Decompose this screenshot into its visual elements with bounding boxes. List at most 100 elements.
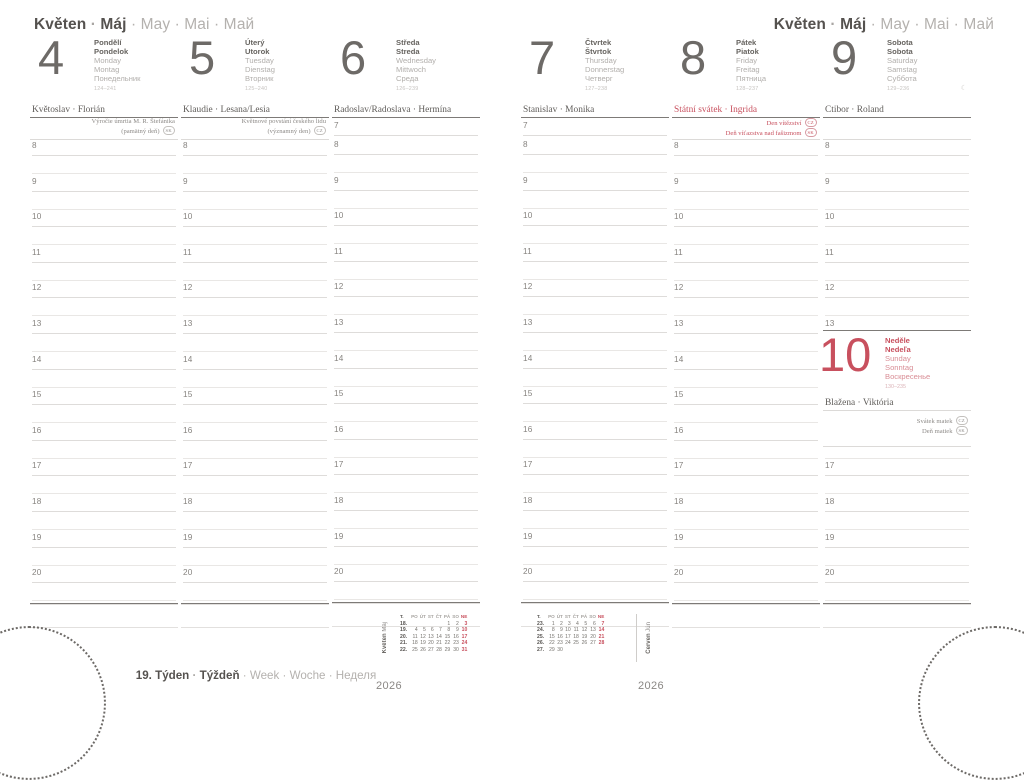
mini-day-cell[interactable]: 20	[428, 640, 434, 647]
hour-row[interactable]: 9	[332, 175, 480, 211]
mini-day-cell[interactable]: 7	[439, 627, 442, 634]
mini-day-cell[interactable]: 28	[598, 640, 605, 647]
hour-row[interactable]: 20	[823, 567, 971, 603]
mini-day-cell[interactable]: 25	[412, 646, 418, 653]
hour-row[interactable]: 16	[30, 425, 178, 461]
hour-row[interactable]: 9	[30, 176, 178, 212]
mini-day-cell[interactable]: 20	[590, 633, 596, 640]
hour-row[interactable]: 10	[30, 211, 178, 247]
hour-row[interactable]: 17	[332, 459, 480, 495]
mini-day-cell[interactable]: 1	[551, 620, 555, 627]
hour-row[interactable]: 14	[181, 354, 329, 390]
mini-day-cell[interactable]: 29	[549, 646, 555, 653]
day-column-4[interactable]: 4 Pondělí Pondelok Monday Montag Понедельник 1…	[30, 32, 178, 734]
hour-row[interactable]: 15	[30, 389, 178, 425]
hour-row[interactable]: 10	[521, 210, 669, 246]
hour-row[interactable]: 11	[672, 247, 820, 283]
mini-day-cell[interactable]: 12	[581, 627, 588, 634]
hour-row[interactable]: 20	[521, 566, 669, 602]
mini-day-cell[interactable]: 17	[565, 633, 571, 640]
hour-row[interactable]: 17	[521, 459, 669, 495]
hour-row[interactable]: 16	[521, 424, 669, 460]
mini-day-cell[interactable]: 8	[551, 627, 555, 634]
hour-row[interactable]: 13	[30, 318, 178, 354]
mini-day-cell[interactable]: 13	[590, 627, 596, 634]
mini-day-cell[interactable]	[597, 647, 605, 654]
first-hour-row[interactable]: 7	[521, 118, 669, 139]
hour-row[interactable]: 19	[521, 531, 669, 567]
hour-row[interactable]: 9	[823, 176, 971, 212]
mini-day-cell[interactable]	[564, 647, 572, 654]
hour-row[interactable]: 15	[332, 388, 480, 424]
mini-day-cell[interactable]	[419, 621, 427, 628]
hour-row[interactable]: 18	[181, 496, 329, 532]
mini-day-cell[interactable]	[580, 647, 588, 654]
day-column-7[interactable]: 7 Čtvrtek Štvrtok Thursday Donnerstag Четверг…	[521, 32, 669, 734]
hour-row[interactable]: 11	[332, 246, 480, 282]
mini-day-cell[interactable]: 24	[461, 640, 468, 647]
mini-day-cell[interactable]: 6	[430, 627, 434, 634]
hour-row[interactable]: 16	[672, 425, 820, 461]
mini-day-cell[interactable]: 11	[573, 627, 579, 634]
mini-day-cell[interactable]: 3	[567, 620, 571, 627]
mini-day-cell[interactable]: 25	[573, 640, 579, 647]
hour-row[interactable]: 19	[181, 532, 329, 568]
hour-row[interactable]: 10	[181, 211, 329, 247]
mini-day-cell[interactable]: 11	[412, 633, 418, 640]
mini-day-cell[interactable]: 4	[414, 627, 418, 634]
note-area[interactable]	[521, 601, 669, 649]
mini-day-cell[interactable]: 26	[581, 640, 588, 647]
hour-row[interactable]: 8	[521, 139, 669, 175]
day-column-8[interactable]: 8 Pátek Piatok Friday Freitag Пятница 128–237 S…	[672, 32, 820, 734]
day-column-9[interactable]: 9 Sobota Sobota Saturday Samstag Суббота 129–2…	[819, 32, 971, 734]
hour-row[interactable]: 20	[672, 567, 820, 603]
hour-row[interactable]: 8	[30, 140, 178, 176]
note-area[interactable]	[30, 602, 178, 650]
day-column-6[interactable]: 6 Středa Streda Wednesday Mittwoch Среда 126–2…	[332, 32, 480, 734]
mini-day-cell[interactable]: 15	[444, 633, 451, 640]
hour-row[interactable]: 9	[521, 175, 669, 211]
mini-day-cell[interactable]: 24	[565, 640, 571, 647]
hour-row[interactable]: 13	[181, 318, 329, 354]
hour-row[interactable]: 19	[672, 532, 820, 568]
mini-day-cell[interactable]: 23	[453, 640, 459, 647]
mini-day-cell[interactable]: 8	[447, 627, 451, 634]
note-area[interactable]	[332, 601, 480, 649]
mini-day-cell[interactable]: 18	[573, 633, 579, 640]
mini-day-cell[interactable]: 3	[464, 620, 468, 627]
mini-day-cell[interactable]: 26	[420, 646, 426, 653]
mini-day-cell[interactable]: 4	[576, 620, 579, 627]
mini-day-cell[interactable]	[435, 621, 443, 628]
mini-day-cell[interactable]: 30	[453, 646, 459, 653]
hour-row[interactable]: 19	[332, 531, 480, 567]
mini-day-cell[interactable]: 6	[593, 620, 596, 627]
mini-day-cell[interactable]	[410, 621, 419, 628]
mini-day-cell[interactable]	[588, 647, 597, 654]
mini-day-cell[interactable]: 2	[560, 620, 563, 627]
note-area[interactable]	[181, 602, 329, 650]
hour-row[interactable]: 17	[823, 460, 971, 496]
hour-row[interactable]: 11	[30, 247, 178, 283]
mini-day-cell[interactable]: 23	[557, 640, 563, 647]
hour-row[interactable]: 11	[521, 246, 669, 282]
hour-row[interactable]: 18	[672, 496, 820, 532]
hour-row[interactable]: 15	[672, 389, 820, 425]
mini-day-cell[interactable]: 16	[557, 633, 563, 640]
note-area[interactable]	[672, 602, 820, 650]
hour-row[interactable]: 12	[30, 282, 178, 318]
hour-row[interactable]: 18	[332, 495, 480, 531]
mini-day-cell[interactable]: 27	[590, 640, 596, 647]
mini-day-cell[interactable]: 17	[461, 633, 468, 640]
sunday-block[interactable]: 10 Neděle Nedeľa Sunday Sonntag Воскресенье 13…	[819, 328, 971, 447]
hour-row[interactable]: 12	[672, 282, 820, 318]
mini-day-cell[interactable]: 9	[456, 627, 459, 634]
mini-day-cell[interactable]: 19	[581, 633, 588, 640]
hour-row[interactable]: 10	[332, 210, 480, 246]
hour-row[interactable]: 14	[672, 354, 820, 390]
mini-day-cell[interactable]: 5	[584, 620, 588, 627]
hour-row[interactable]: 12	[521, 281, 669, 317]
mini-day-cell[interactable]: 5	[423, 627, 426, 634]
hour-row[interactable]: 10	[672, 211, 820, 247]
mini-day-cell[interactable]: 31	[461, 646, 468, 653]
hour-row[interactable]: 14	[332, 353, 480, 389]
